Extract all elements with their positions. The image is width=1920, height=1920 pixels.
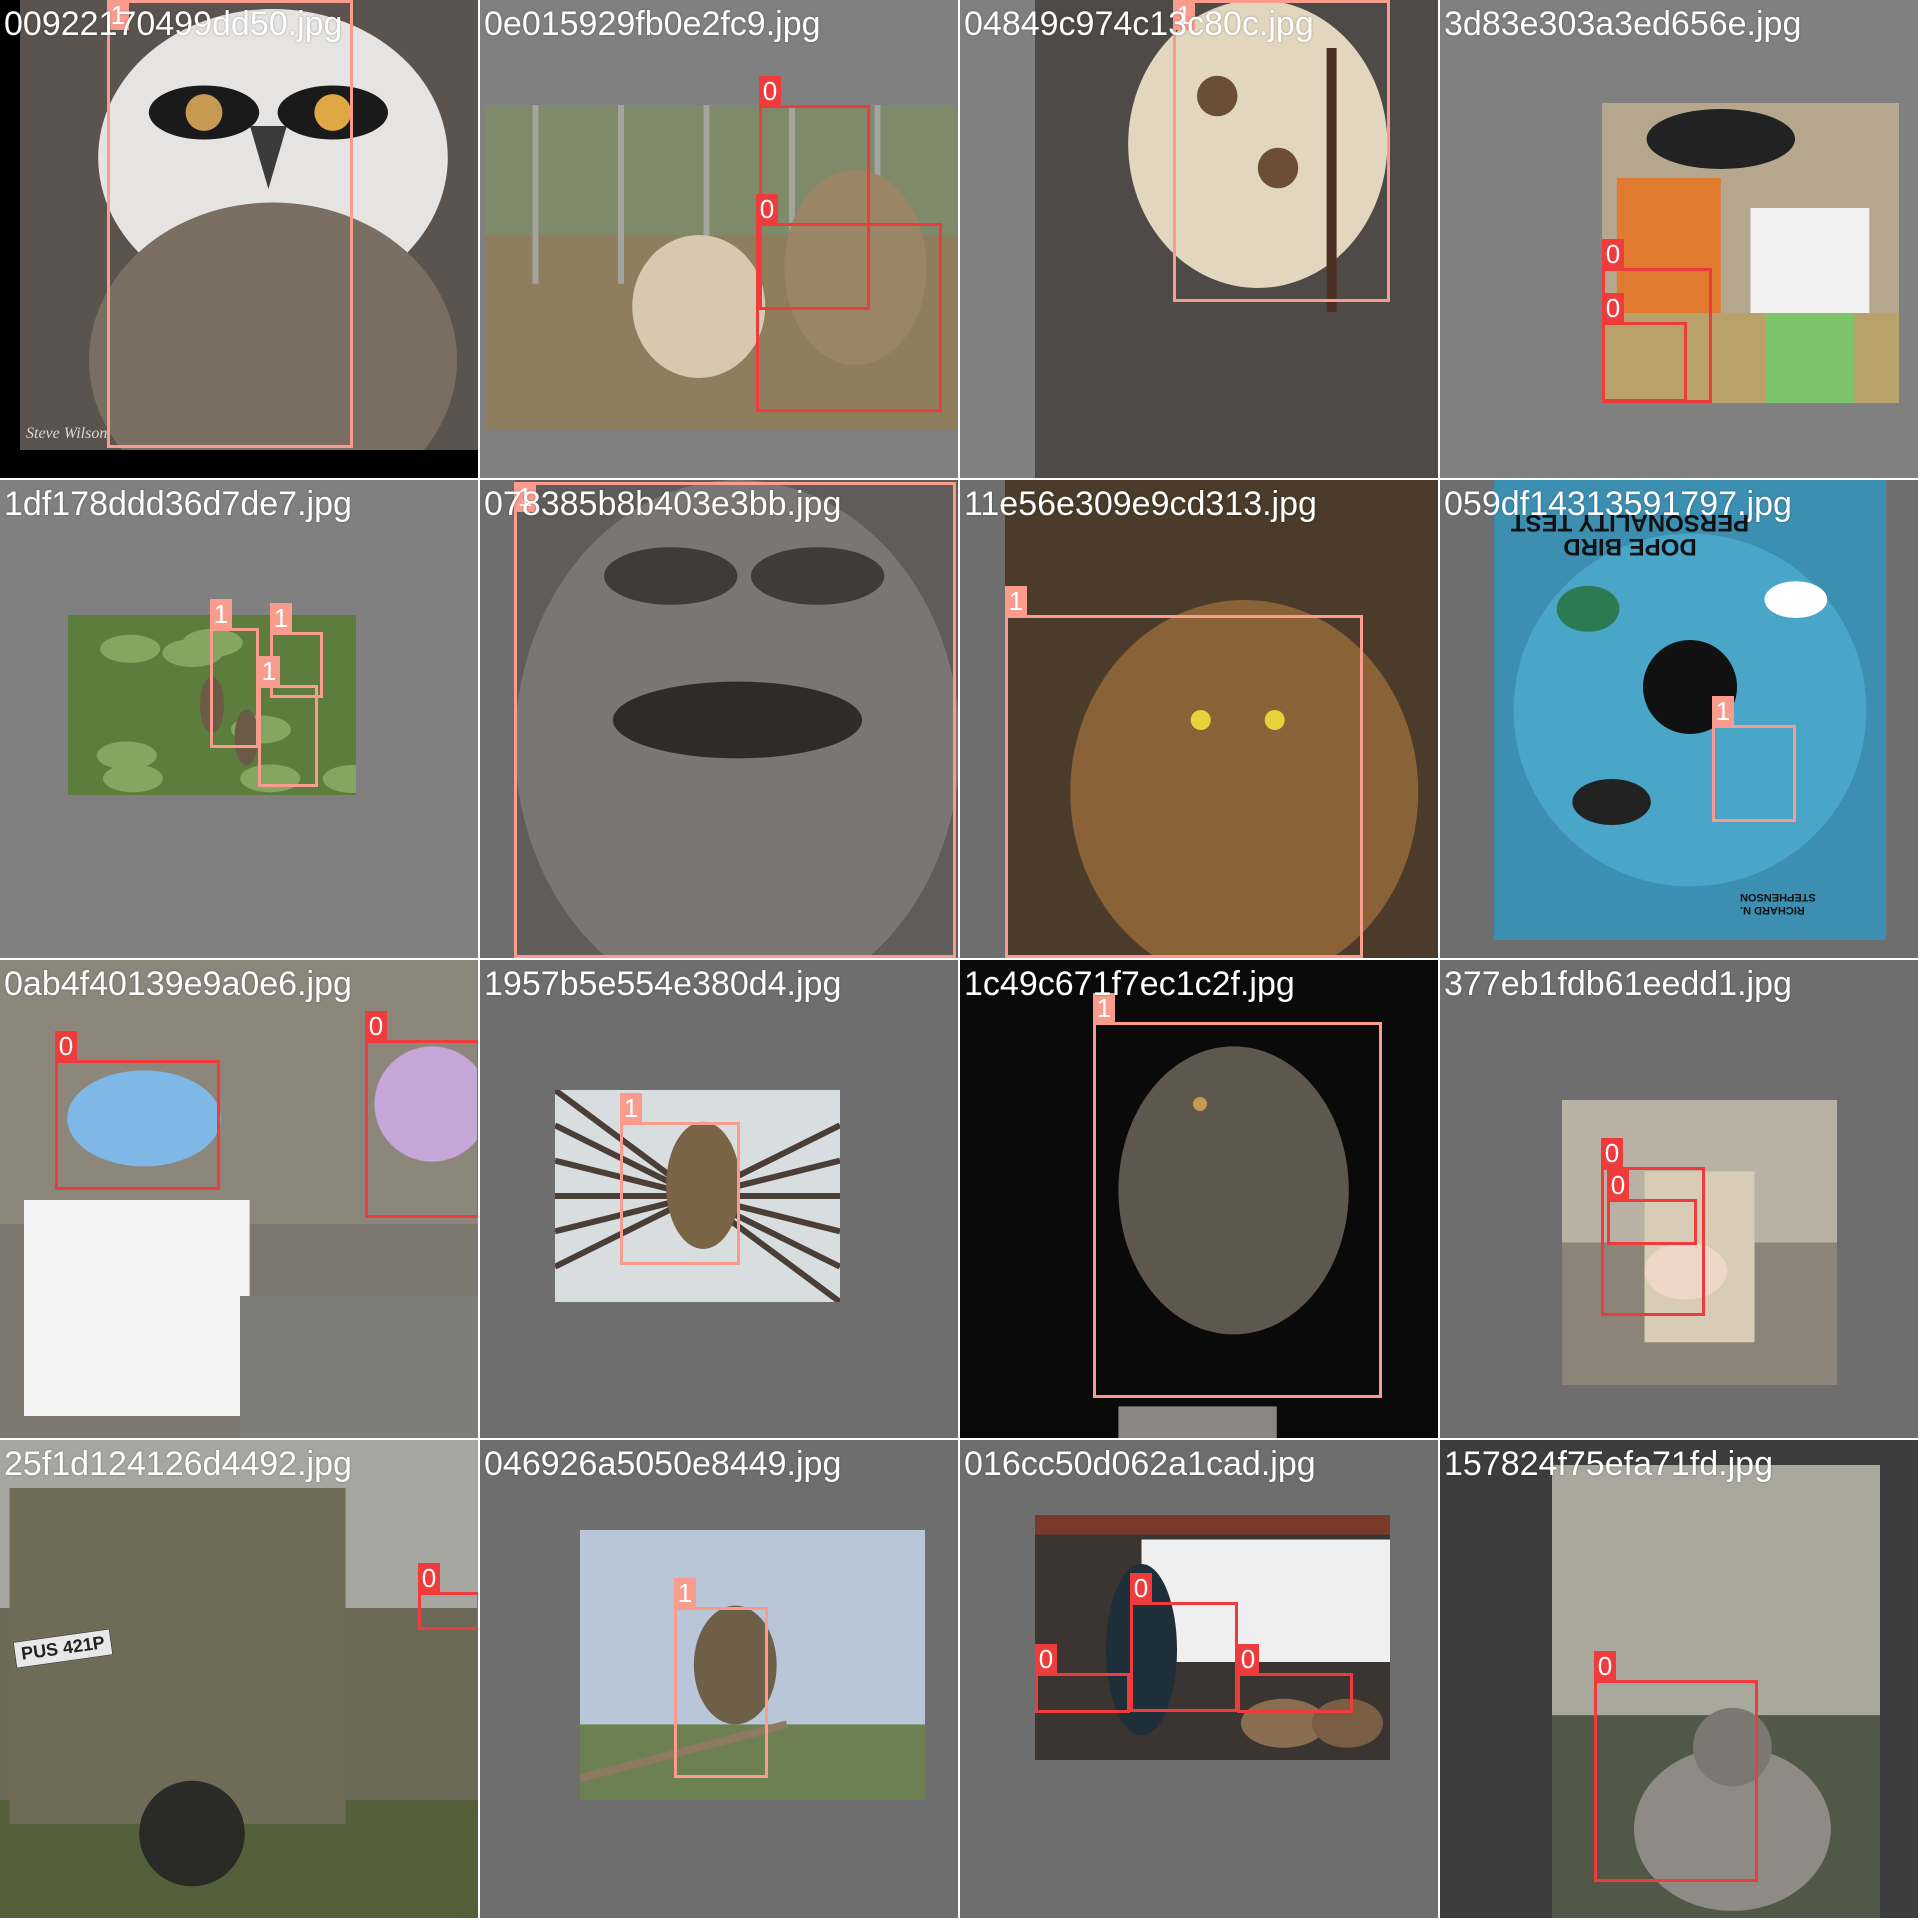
class-label: 0 xyxy=(1602,239,1624,269)
image-tile: 0 0 377eb1fdb61eedd1.jpg xyxy=(1440,960,1918,1438)
filename-label: 00922170499dd50.jpg xyxy=(4,4,342,44)
bounding-box-class-0: 0 xyxy=(1035,1673,1130,1713)
image-tile: 1 1 1 1df178ddd36d7de7.jpg xyxy=(0,480,478,958)
filename-label: 157824f75efa71fd.jpg xyxy=(1444,1444,1773,1484)
photo xyxy=(0,1440,478,1918)
filename-label: 377eb1fdb61eedd1.jpg xyxy=(1444,964,1792,1004)
class-label: 0 xyxy=(418,1563,440,1593)
filename-label: 016cc50d062a1cad.jpg xyxy=(964,1444,1316,1484)
bounding-box-class-0: 0 xyxy=(756,223,942,412)
class-label: 0 xyxy=(1602,293,1624,323)
image-tile: 0 157824f75efa71fd.jpg xyxy=(1440,1440,1918,1918)
bounding-box-class-0: 0 xyxy=(1237,1673,1353,1713)
bounding-box-class-0: 0 xyxy=(418,1592,478,1630)
bounding-box-class-0: 0 xyxy=(1607,1199,1697,1245)
class-label: 0 xyxy=(55,1031,77,1061)
filename-label: 1c49c671f7ec1c2f.jpg xyxy=(964,964,1295,1004)
image-tile: 1 1957b5e554e380d4.jpg xyxy=(480,960,958,1438)
filename-label: 1957b5e554e380d4.jpg xyxy=(484,964,841,1004)
class-label: 0 xyxy=(1035,1644,1057,1674)
class-label: 0 xyxy=(365,1011,387,1041)
bounding-box-class-0: 0 xyxy=(1594,1680,1758,1882)
bounding-box-class-1: 1 xyxy=(1173,0,1390,302)
bounding-box-class-1: 1 xyxy=(620,1122,740,1265)
filename-label: 0e015929fb0e2fc9.jpg xyxy=(484,4,821,44)
filename-label: 1df178ddd36d7de7.jpg xyxy=(4,484,352,524)
bounding-box-class-1: 1 xyxy=(258,685,318,787)
bounding-box-class-0: 0 xyxy=(365,1040,478,1218)
book-title: DOPE BIRD PERSONALITY TEST xyxy=(1500,510,1760,558)
filename-label: 04849c974c13c80c.jpg xyxy=(964,4,1314,44)
class-label: 1 xyxy=(1712,696,1734,726)
bounding-box-class-1: 1 xyxy=(1005,615,1363,958)
image-tile: 0 0 3d83e303a3ed656e.jpg xyxy=(1440,0,1918,478)
class-label: 0 xyxy=(1607,1170,1629,1200)
bounding-box-class-1: 1 xyxy=(107,0,353,448)
class-label: 1 xyxy=(620,1093,642,1123)
class-label: 1 xyxy=(258,656,280,686)
class-label: 0 xyxy=(1130,1573,1152,1603)
image-tile: 1 059df14313591797.jpg DOPE BIRD PERSONALI… xyxy=(1440,480,1918,958)
class-label: 0 xyxy=(756,194,778,224)
class-label: 0 xyxy=(1601,1138,1623,1168)
bounding-box-class-1: 1 xyxy=(514,482,956,958)
bounding-box-class-1: 1 xyxy=(210,628,259,748)
filename-label: 046926a5050e8449.jpg xyxy=(484,1444,841,1484)
image-tile: 1 1c49c671f7ec1c2f.jpg xyxy=(960,960,1438,1438)
photographer-signature: Steve Wilson xyxy=(26,425,107,443)
image-tile: 0 0 0 016cc50d062a1cad.jpg xyxy=(960,1440,1438,1918)
filename-label: 25f1d124126d4492.jpg xyxy=(4,1444,352,1484)
filename-label: 0ab4f40139e9a0e6.jpg xyxy=(4,964,352,1004)
class-label: 1 xyxy=(210,599,232,629)
book-author: RICHARD N. STEPHENSON xyxy=(1740,890,1820,916)
class-label: 0 xyxy=(1594,1651,1616,1681)
class-label: 0 xyxy=(1237,1644,1259,1674)
bounding-box-class-1: 1 xyxy=(1093,1022,1382,1398)
class-label: 0 xyxy=(759,76,781,106)
image-tile: 1 04849c974c13c80c.jpg xyxy=(960,0,1438,478)
class-label: 1 xyxy=(270,603,292,633)
bounding-box-class-0: 0 xyxy=(55,1060,220,1190)
image-tile: 1 046926a5050e8449.jpg xyxy=(480,1440,958,1918)
class-label: 1 xyxy=(674,1578,696,1608)
filename-label: 078385b8b403e3bb.jpg xyxy=(484,484,841,524)
filename-label: 11e56e309e9cd313.jpg xyxy=(964,484,1317,524)
bounding-box-class-0: 0 xyxy=(1602,322,1687,402)
filename-label: 3d83e303a3ed656e.jpg xyxy=(1444,4,1801,44)
bounding-box-class-0: 0 xyxy=(1130,1602,1238,1712)
class-label: 1 xyxy=(1005,586,1027,616)
image-tile: 1 11e56e309e9cd313.jpg xyxy=(960,480,1438,958)
bounding-box-class-1: 1 xyxy=(674,1607,768,1778)
image-tile: 0 25f1d124126d4492.jpg PUS 421P xyxy=(0,1440,478,1918)
image-tile: 1 00922170499dd50.jpg Steve Wilson xyxy=(0,0,478,478)
bounding-box-class-1: 1 xyxy=(1712,725,1796,822)
image-tile: 0 0 0ab4f40139e9a0e6.jpg xyxy=(0,960,478,1438)
image-tile: 0 0 0e015929fb0e2fc9.jpg xyxy=(480,0,958,478)
image-tile: 1 078385b8b403e3bb.jpg xyxy=(480,480,958,958)
